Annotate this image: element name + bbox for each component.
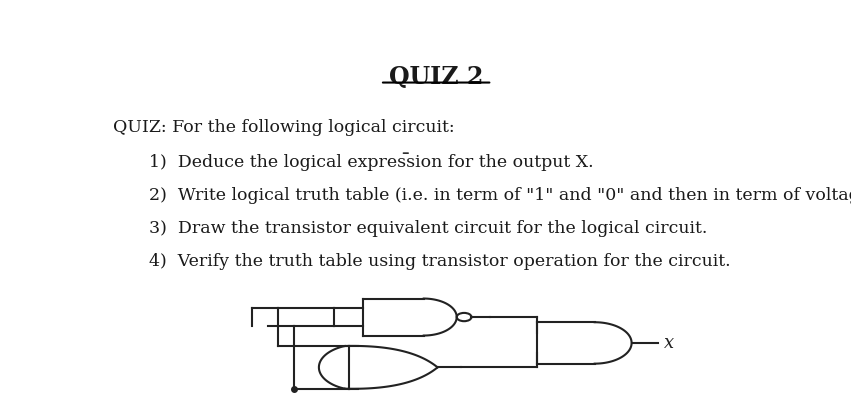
Text: QUIZ 2: QUIZ 2 (389, 65, 483, 89)
Text: x: x (665, 334, 675, 352)
Text: QUIZ: For the following logical circuit:: QUIZ: For the following logical circuit: (113, 119, 454, 136)
Text: 2)  Write logical truth table (i.e. in term of "1" and "0" and then in term of v: 2) Write logical truth table (i.e. in te… (149, 187, 851, 204)
Text: 3)  Draw the transistor equivalent circuit for the logical circuit.: 3) Draw the transistor equivalent circui… (149, 220, 708, 237)
Text: 1)  Deduce the logical expression for the output X.: 1) Deduce the logical expression for the… (149, 154, 594, 171)
Text: 4)  Verify the truth table using transistor operation for the circuit.: 4) Verify the truth table using transist… (149, 254, 731, 270)
